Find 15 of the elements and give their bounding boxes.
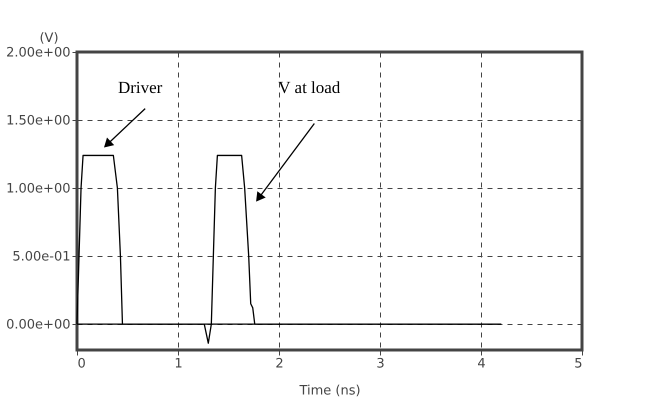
annotation: V at load (278, 78, 341, 97)
y-tick-label: 1.00e+00 (6, 182, 70, 197)
annotation: Driver (118, 78, 163, 97)
x-tick-label: 3 (376, 356, 385, 372)
y-tick-label: 2.00e+00 (6, 46, 70, 60)
y-tick-label: 0.00e+00 (6, 318, 70, 333)
x-tick-label: 0 (78, 356, 86, 372)
y-tick-label: 5.00e-01 (12, 250, 70, 265)
y-axis-title: (V) (39, 31, 59, 46)
x-tick-label: 1 (174, 356, 183, 372)
x-tick-label: 2 (275, 356, 284, 372)
x-axis-title: Time (ns) (298, 384, 361, 398)
y-tick-label: 1.50e+00 (6, 114, 70, 129)
x-tick-label: 5 (574, 356, 582, 372)
x-tick-label: 4 (477, 356, 486, 372)
